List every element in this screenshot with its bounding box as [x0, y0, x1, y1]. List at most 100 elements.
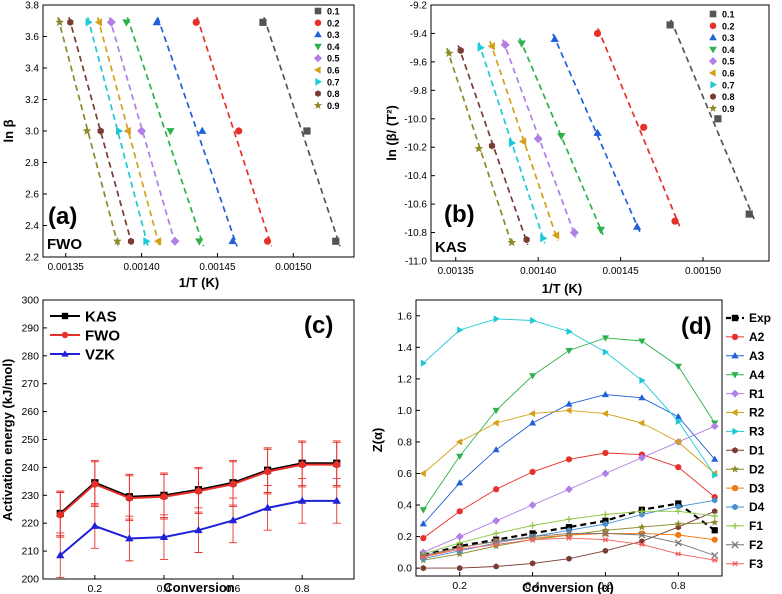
panel-a-legend-marker-0.7	[315, 78, 322, 86]
panel-d-legend-marker-R2	[731, 408, 738, 417]
panel-a-point-0.2	[235, 127, 243, 135]
panel-d-point-A4	[529, 373, 537, 380]
panel-b-legend-marker-0.3	[709, 33, 717, 41]
panel-d-point-R2	[456, 438, 463, 446]
panel-d-point-R2	[638, 419, 645, 427]
panel-d-point-D2	[674, 519, 683, 528]
panel-a-point-0.6	[154, 237, 162, 246]
panel-c-x-tick-label: 0.2	[88, 583, 103, 594]
panel-c-point-FWO	[298, 461, 306, 469]
panel-d-y-tick-label: 0.6	[397, 468, 412, 480]
panel-d-point-D1	[529, 560, 536, 567]
panel-a-x-tick-label: 0.00150	[275, 262, 312, 273]
panel-d-point-R3	[457, 326, 464, 334]
panel-a-point-0.1	[332, 237, 340, 245]
panel-d-point-F1	[529, 522, 536, 529]
panel-c-point-VZK	[263, 503, 272, 511]
panel-b-point-0.9	[474, 144, 484, 153]
panel-d-legend-label: A3	[749, 349, 765, 363]
panel-c-axes: 0.2 0.4 0.6 0.8 200 210 220 230 240 250 260 270 280 2…	[21, 295, 309, 594]
panel-d-point-A2	[675, 464, 682, 471]
panel-d-legend-label: F3	[749, 557, 763, 571]
panel-c-point-VZK	[298, 496, 307, 504]
panel-c-legend-marker-KAS	[61, 312, 69, 320]
panel-c-legend-label: KAS	[85, 308, 117, 325]
panel-b: 0.00135 0.00140 0.00145 0.00150 -11.0 -10.8 -1…	[384, 1, 770, 296]
panel-d-legend-marker-D3	[731, 484, 739, 492]
panel-c-point-VZK	[90, 521, 99, 529]
panel-c-x-tick-label: 0.6	[226, 583, 241, 594]
panel-a-point-0.6	[94, 18, 102, 27]
panel-b-legend-marker-0.4	[709, 46, 717, 54]
panel-b-y-tick-label: -10.4	[404, 171, 427, 182]
panel-d-point-F3	[420, 554, 427, 560]
panel-c-point-VZK	[159, 532, 169, 540]
panel-b-legend-marker-0.7	[710, 81, 717, 89]
panel-a-y-tick-label: 3.6	[25, 32, 39, 43]
panel-a-point-0.9	[82, 126, 92, 135]
panel-b-point-0.1	[714, 115, 722, 123]
panel-d-point-F2	[638, 531, 646, 539]
panel-b-point-0.3	[550, 34, 559, 42]
panel-a-y-tick-label: 2.2	[25, 253, 39, 264]
panel-b-y-tick-label: -10.6	[404, 200, 427, 211]
panel-b-point-0.3	[593, 128, 602, 136]
panel-b-fit-line-0.4	[518, 37, 604, 236]
panel-c-legend-label: VZK	[85, 346, 115, 363]
panel-d-point-A2	[565, 456, 573, 463]
panel-d-legend-marker-A3	[731, 352, 739, 359]
panel-d-point-F1	[675, 508, 682, 515]
panel-a-y-tick-label: 2.6	[25, 190, 39, 201]
panel-d-point-A4	[674, 363, 682, 370]
panel-b-y-tick-label: -9.6	[410, 57, 428, 68]
panel-b-x-axis-title: 1/T (K)	[542, 281, 582, 296]
panel-d-legend-label: D3	[749, 481, 765, 495]
panel-b-point-0.8	[457, 46, 464, 55]
panel-d-y-axis-title: Z(α)	[370, 428, 385, 453]
panel-d-point-R3	[639, 376, 646, 384]
panel-d-point-F2	[601, 529, 609, 537]
panel-a-point-0.8	[97, 127, 104, 135]
panel-d-point-A3	[529, 419, 537, 426]
panel-d-point-Exp	[565, 524, 573, 531]
panel-b-marks	[444, 19, 755, 248]
panel-b-x-tick-label: 0.00145	[603, 266, 640, 277]
panel-d-point-R2	[601, 410, 608, 418]
panel-d-point-A4	[565, 348, 573, 355]
panel-d-legend-label: A4	[749, 368, 765, 382]
panel-d-point-R2	[528, 410, 536, 418]
panel-a-marks	[55, 17, 341, 247]
panel-b-plot-frame	[430, 4, 770, 262]
panel-d-point-A3	[711, 455, 719, 462]
panel-c-point-FWO	[125, 494, 133, 502]
panel-b-point-0.4	[596, 226, 605, 234]
panel-b-legend-label: 0.8	[722, 92, 735, 102]
panel-a-legend-label: 0.6	[327, 66, 340, 76]
panel-d-point-R1	[710, 422, 719, 430]
panel-c-point-VZK	[332, 496, 341, 504]
panel-a-point-0.6	[123, 126, 131, 136]
panel-d-legend-marker-D2	[731, 465, 739, 473]
panel-d-legend-label: D4	[749, 500, 765, 514]
panel-d: 0.2 0.4 0.6 0.80.00.20.40.60.81.01.21.41.6 …	[370, 299, 771, 594]
panel-b-point-0.6	[487, 42, 495, 51]
panel-a-point-0.4	[122, 19, 131, 27]
panel-a-y-tick-label: 3.0	[25, 127, 39, 138]
panel-d-legend-marker-Exp	[731, 314, 739, 322]
panel-a-legend-label: 0.7	[327, 77, 340, 87]
panel-d-y-tick-label: 1.6	[397, 310, 412, 322]
panel-d-point-A4	[456, 453, 464, 460]
panel-d-point-F1	[456, 539, 463, 546]
panel-b-y-tick-label: -9.4	[410, 29, 428, 40]
panel-b-y-tick-label: -9.8	[410, 86, 428, 97]
panel-d-point-R1	[565, 485, 573, 494]
panel-d-point-F3	[565, 535, 573, 541]
panel-d-point-D1	[639, 538, 645, 545]
panel-c-legend-marker-VZK	[61, 350, 69, 357]
panel-d-axes: 0.2 0.4 0.6 0.8 0.0 0.2 0.4 0.6 0.8 1.0 1.2 1.4 1.6	[397, 310, 685, 592]
panel-d-point-R3	[566, 328, 573, 336]
panel-b-point-0.6	[552, 231, 560, 240]
panel-a-point-0.2	[263, 237, 272, 245]
panel-d-y-tick-label: 1.0	[397, 405, 412, 417]
panel-b-x-tick-label: 0.00135	[438, 266, 475, 277]
